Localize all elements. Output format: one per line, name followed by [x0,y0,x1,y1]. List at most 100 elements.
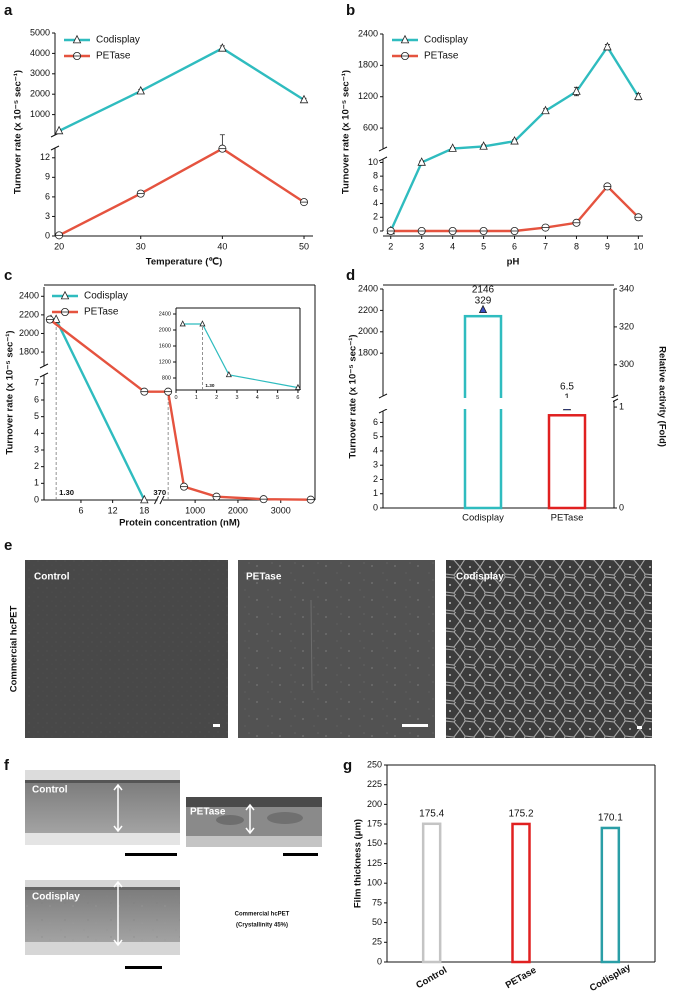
y-tick-label: 4 [373,445,378,455]
note: Commercial hcPET [235,912,290,918]
x-tick-label: 8 [574,241,579,251]
data-point [299,94,309,104]
x-tick-label: 2 [215,395,218,401]
value-label: 170.1 [598,813,623,824]
x-tick-label: PETase [551,513,584,524]
axis-break [50,145,60,151]
x-tick-label: 3000 [271,505,291,515]
marker-shape [51,314,61,323]
x-axis-title: pH [507,257,520,268]
axis-break-gap [384,398,613,409]
y-tick-label: 1600 [159,343,171,349]
marker-shape [199,320,206,327]
row-label: Commercial hcPET [9,606,20,693]
x-tick-label: 50 [299,241,309,251]
y-tick-label: 800 [162,375,171,381]
y-tick-label: 5 [373,431,378,441]
y-tick-label: 10 [368,157,378,167]
data-point [448,143,457,152]
y-tick-label: 75 [372,897,382,907]
y2-tick-label: 320 [619,321,634,331]
x-tick-label: 1000 [185,505,205,515]
series-line [58,147,305,237]
axis-break [39,372,49,378]
reference-label: 370 [153,488,166,497]
micrograph-texture [446,560,652,738]
data-point [225,371,232,378]
y2-tick-label: 1 [619,401,624,411]
marker-shape [54,125,64,135]
data-point [541,223,550,232]
y-tick-label: 2400 [159,311,171,317]
value-label: 175.4 [419,808,444,819]
y-tick-label: 5000 [30,27,50,37]
y-tick-label: 4 [34,428,39,438]
y2-tick-label: 300 [619,359,634,369]
data-point [479,226,488,235]
relative-activity-label: 329 [475,295,492,306]
y-tick-label: 6 [34,394,39,404]
data-point [417,157,426,166]
data-point [479,141,488,150]
data-point [136,189,145,198]
marker-shape [572,86,581,95]
x-tick-label: 6 [78,505,83,515]
image-label: Control [32,785,68,796]
data-point [136,85,145,95]
data-point [140,387,149,396]
y-tick-label: 1200 [159,359,171,365]
data-point [572,218,581,227]
data-point [603,41,612,51]
y-tick-label: 6 [373,417,378,427]
y-tick-label: 3000 [30,68,50,78]
y-tick-label: 0 [377,956,382,966]
y-tick-label: 1 [373,488,378,498]
x-tick-label: 18 [139,505,149,515]
x-tick-label: 9 [605,241,610,251]
panel-label: b [346,2,355,19]
legend-marker [400,34,410,44]
legend-label: PETase [96,51,131,62]
cross-section [25,880,180,955]
y-tick-label: 1800 [19,346,39,356]
y-tick-label: 2200 [19,309,39,319]
axis-break [159,495,165,505]
y-tick-label: 12 [40,152,50,162]
y-tick-label: 2000 [358,326,378,336]
x-tick-label: Control [414,965,449,991]
value-label: 2146 [472,284,495,295]
y-tick-label: 4000 [30,48,50,58]
y-tick-label: 2200 [358,305,378,315]
series-line [51,318,146,501]
y-tick-label: 0 [373,502,378,512]
data-point [199,320,206,327]
marker-shape [179,320,186,327]
x-tick-label: 6 [296,395,299,401]
x-tick-label: 10 [633,241,643,251]
scale-bar [402,724,428,727]
marker-shape [294,383,302,390]
value-label: 175.2 [508,809,533,820]
y-axis-title: Turnover rate (x 10⁻⁵ sec⁻¹) [348,334,359,458]
data-point [572,86,581,95]
x-tick-label: 5 [481,241,486,251]
marker-shape [136,85,145,95]
panel-label: d [346,267,355,284]
legend-marker [400,52,409,61]
x-tick-label: 4 [256,395,259,401]
y-axis-title: Turnover rate (x 10⁻⁵ sec⁻¹) [13,70,24,194]
y-tick-label: 8 [373,171,378,181]
x-tick-label: 40 [217,241,227,251]
x-tick-label: 30 [136,241,146,251]
data-point [179,482,188,491]
y-tick-label: 6 [373,184,378,194]
marker-shape [218,43,227,52]
marker-shape [510,135,519,145]
y-tick-label: 2000 [19,328,39,338]
y-tick-label: 50 [372,917,382,927]
panel-label: f [4,757,10,774]
bar [463,314,503,510]
marker-shape [479,141,488,150]
bar [421,822,442,964]
